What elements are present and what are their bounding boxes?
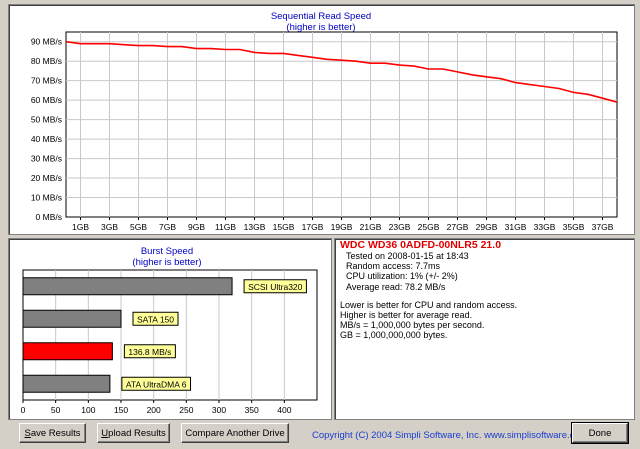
burst-x-tick-label: 0 (21, 405, 26, 415)
tested-on: Tested on 2008-01-15 at 18:43 (346, 251, 469, 261)
seq-x-tick-label: 15GB (273, 222, 295, 232)
burst-x-tick-label: 100 (81, 405, 95, 415)
burst-bar (22, 277, 233, 296)
burst-bar-label: 136.8 MB/s (128, 347, 171, 357)
done-button[interactable]: Done (571, 422, 629, 444)
burst-x-tick-label: 400 (277, 405, 291, 415)
compare-drive-label: Compare Another Drive (185, 428, 285, 439)
seq-x-tick-label: 25GB (418, 222, 440, 232)
save-results-label: ave Results (30, 428, 81, 439)
sequential-read-panel: Sequential Read Speed (higher is better)… (8, 4, 635, 235)
done-label: Done (588, 428, 612, 439)
burst-bar (22, 309, 122, 328)
upload-results-label: pload Results (108, 428, 166, 439)
seq-y-tick-label: 70 MB/s (31, 76, 62, 86)
compare-another-drive-button[interactable]: Compare Another Drive (181, 423, 289, 443)
seq-x-tick-label: 33GB (534, 222, 556, 232)
seq-y-tick-label: 10 MB/s (31, 193, 62, 203)
burst-bar (22, 374, 111, 393)
average-read: Average read: 78.2 MB/s (346, 281, 446, 292)
burst-x-tick-label: 50 (51, 405, 61, 415)
seq-x-tick-label: 5GB (130, 222, 147, 232)
seq-x-tick-label: 1GB (72, 222, 89, 232)
note-lower-better: Lower is better for CPU and random acces… (340, 299, 518, 310)
seq-grid (65, 31, 618, 220)
seq-x-tick-label: 13GB (244, 222, 266, 232)
seq-x-tick-label: 27GB (447, 222, 469, 232)
burst-chart-title: Burst Speed (141, 246, 193, 257)
drive-name: WDC WD36 0ADFD-00NLR5 21.0 (340, 239, 502, 251)
seq-x-tick-label: 9GB (188, 222, 205, 232)
burst-label-box (243, 279, 307, 294)
cpu-utilization: CPU utilization: 1% (+/- 2%) (346, 271, 458, 282)
upload-results-button[interactable]: Upload Results (97, 423, 170, 443)
seq-y-tick-label: 20 MB/s (31, 173, 62, 183)
burst-x-tick-label: 350 (245, 405, 259, 415)
random-access: Random access: 7.7ms (346, 261, 441, 272)
note-gb-definition: GB = 1,000,000,000 bytes. (340, 330, 448, 341)
upload-mnemonic: U (101, 428, 109, 439)
seq-x-tick-label: 17GB (302, 222, 324, 232)
seq-x-tick-label: 23GB (389, 222, 411, 232)
seq-y-tick-label: 90 MB/s (31, 37, 62, 47)
burst-bars: SCSI Ultra320 SATA 150 136.8 MB/s ATA Ultra… (22, 277, 307, 393)
seq-read-line (65, 40, 618, 103)
seq-x-tick-label: 21GB (360, 222, 382, 232)
burst-label-box (123, 344, 176, 359)
burst-speed-panel: Burst Speed (higher is better) 0 50 100 150… (8, 238, 332, 420)
seq-chart-subtitle: (higher is better) (286, 22, 355, 33)
seq-x-tick-label: 37GB (592, 222, 614, 232)
seq-y-tick-label: 60 MB/s (31, 95, 62, 105)
note-mbs-definition: MB/s = 1,000,000 bytes per second. (340, 320, 485, 331)
seq-y-tick-label: 40 MB/s (31, 134, 62, 144)
seq-y-axis: 0 MB/s 10 MB/s 20 MB/s 30 MB/s 40 MB/s 50 MB/… (31, 37, 62, 222)
seq-x-tick-label: 35GB (563, 222, 585, 232)
burst-x-tick-label: 150 (114, 405, 128, 415)
sequential-read-chart: Sequential Read Speed (higher is better)… (31, 11, 618, 232)
burst-x-axis: 0 50 100 150 200 250 300 350 400 (21, 405, 292, 415)
burst-bar-label: SCSI Ultra320 (248, 282, 303, 292)
burst-label-box (132, 311, 179, 326)
burst-speed-chart: Burst Speed (higher is better) 0 50 100 150… (21, 246, 318, 415)
burst-x-tick-label: 250 (179, 405, 193, 415)
seq-x-tick-label: 19GB (331, 222, 353, 232)
seq-y-tick-label: 0 MB/s (36, 212, 62, 222)
burst-bar-label: SATA 150 (137, 314, 174, 324)
seq-x-tick-label: 7GB (159, 222, 176, 232)
seq-chart-title: Sequential Read Speed (271, 11, 371, 22)
copyright-link[interactable]: Copyright (C) 2004 Simpli Software, Inc.… (312, 430, 588, 441)
drive-info-panel: WDC WD36 0ADFD-00NLR5 21.0 Tested on 200… (334, 238, 635, 420)
burst-chart-subtitle: (higher is better) (132, 257, 201, 268)
drive-info: WDC WD36 0ADFD-00NLR5 21.0 Tested on 200… (340, 240, 517, 341)
seq-x-axis: 1GB 3GB 5GB 7GB 9GB 11GB 13GB 15GB 17GB 19GB 21GB 2… (72, 222, 614, 232)
burst-bar-current (22, 342, 113, 361)
burst-x-tick-label: 200 (147, 405, 161, 415)
seq-x-tick-label: 11GB (215, 222, 236, 232)
seq-y-tick-label: 30 MB/s (31, 154, 62, 164)
save-results-button[interactable]: Save Results (19, 423, 86, 443)
seq-x-tick-label: 31GB (505, 222, 527, 232)
seq-y-tick-label: 80 MB/s (31, 56, 62, 66)
save-mnemonic: S (24, 428, 31, 439)
seq-x-tick-label: 29GB (476, 222, 498, 232)
burst-bar-label: ATA UltraDMA 6 (126, 379, 187, 389)
seq-y-tick-label: 50 MB/s (31, 115, 62, 125)
burst-x-tick-label: 300 (212, 405, 226, 415)
burst-label-box (121, 376, 192, 391)
note-higher-better: Higher is better for average read. (340, 310, 473, 321)
seq-x-tick-label: 3GB (101, 222, 118, 232)
